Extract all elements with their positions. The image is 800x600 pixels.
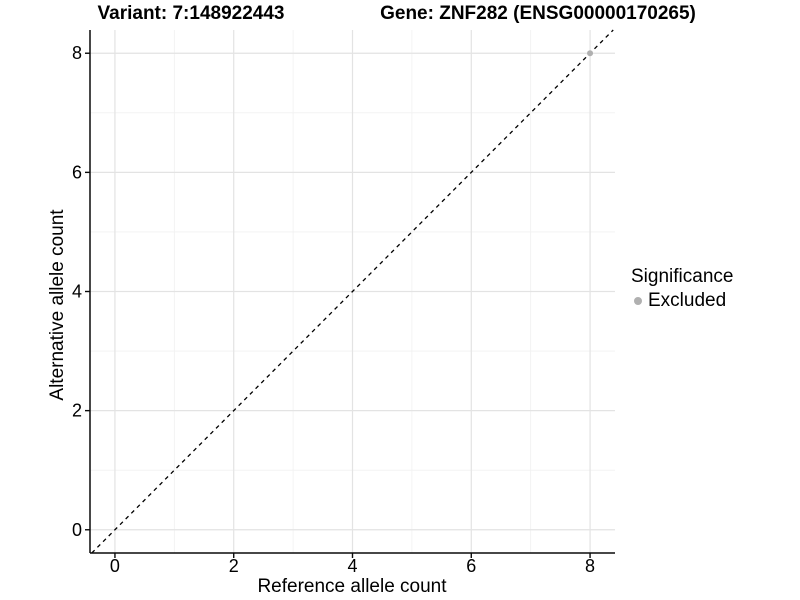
y-tick-label: 2 [72,401,82,421]
legend-entry-label: Excluded [648,290,727,311]
legend: Significance Excluded [631,266,733,312]
x-axis-label: Reference allele count [257,576,447,597]
plot-title-gene: Gene: ZNF282 (ENSG00000170265) [380,3,696,24]
y-tick-label: 6 [72,162,82,182]
legend-title: Significance [631,266,734,287]
y-tick-label: 0 [72,520,82,540]
legend-entry-excluded: Excluded [631,290,733,312]
x-tick-label: 0 [110,556,120,576]
x-tick-label: 4 [347,556,357,576]
data-point-excluded [587,50,594,57]
legend-point-icon [634,297,642,305]
y-tick-label: 4 [72,282,82,302]
y-axis-label: Alternative allele count [47,209,68,401]
x-tick-label: 6 [466,556,476,576]
x-tick-label: 8 [585,556,595,576]
x-tick-label: 2 [229,556,239,576]
plot-title-variant: Variant: 7:148922443 [97,3,285,24]
y-tick-label: 8 [72,43,82,63]
identity-line [91,29,614,554]
